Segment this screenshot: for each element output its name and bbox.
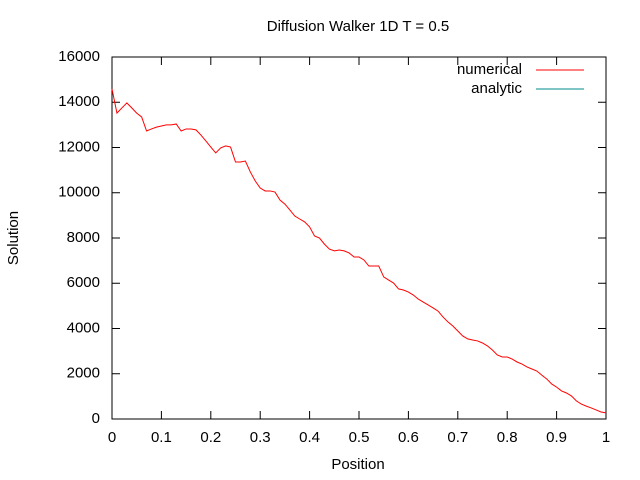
x-tick-label: 1: [602, 429, 610, 446]
x-tick-label: 0.1: [151, 429, 172, 446]
y-tick-label: 12000: [58, 138, 100, 155]
x-tick-label: 0.3: [250, 429, 271, 446]
data-line: [111, 88, 607, 414]
y-tick-label: 16000: [58, 48, 100, 65]
legend-label: analytic: [471, 80, 522, 97]
legend-label: numerical: [457, 61, 522, 78]
x-tick-label: 0.8: [497, 429, 518, 446]
y-axis-label: Solution: [5, 211, 22, 265]
x-tick-label: 0.5: [349, 429, 370, 446]
chart-title: Diffusion Walker 1D T = 0.5: [267, 18, 449, 35]
x-tick-label: 0.4: [299, 429, 320, 446]
y-tick-label: 6000: [67, 274, 100, 291]
y-tick-label: 14000: [58, 93, 100, 110]
x-tick-label: 0: [108, 429, 116, 446]
x-axis-label: Position: [331, 456, 384, 473]
y-tick-label: 10000: [58, 184, 100, 201]
y-tick-label: 4000: [67, 319, 100, 336]
y-tick-label: 8000: [67, 229, 100, 246]
x-tick-label: 0.2: [200, 429, 221, 446]
x-tick-label: 0.7: [447, 429, 468, 446]
x-tick-label: 0.9: [546, 429, 567, 446]
x-tick-label: 0.6: [398, 429, 419, 446]
y-tick-label: 2000: [67, 365, 100, 382]
y-tick-label: 0: [92, 410, 100, 427]
